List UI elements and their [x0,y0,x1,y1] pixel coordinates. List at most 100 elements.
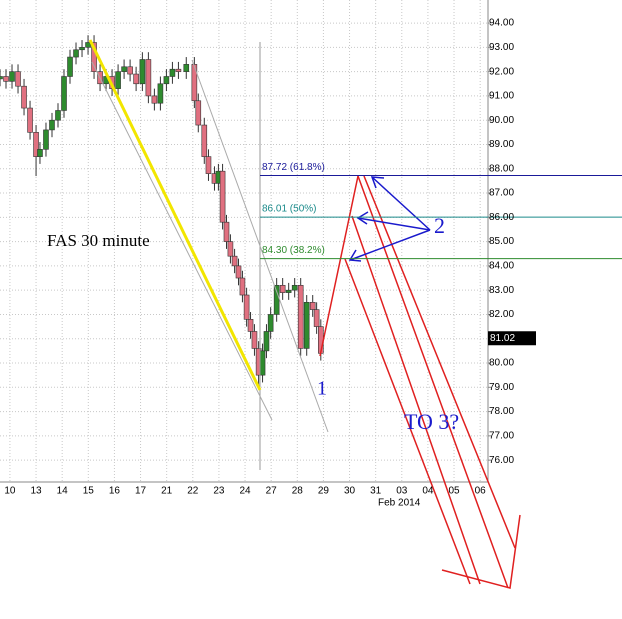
trend-line [88,39,262,391]
y-tick-label: 83.00 [489,285,514,296]
candle-body [267,314,274,332]
x-tick-label: 15 [83,486,95,497]
candle-body [235,265,242,279]
wave-line [319,175,359,357]
x-tick-label: 29 [318,486,330,497]
candle-body [279,285,286,293]
fib-levels: 87.72 (61.8%) 86.01 (50%) 84.30 (38.2%) [260,162,622,260]
y-tick-label: 84.00 [489,261,514,272]
candle-body [183,64,190,72]
drawings [88,39,521,589]
wave-line [351,215,481,585]
arrows [348,176,431,262]
candle-body [67,56,73,77]
y-tick-label: 78.00 [489,406,514,417]
candle-body [21,85,27,109]
candle-body [169,68,176,77]
y-tick-label: 88.00 [489,163,514,174]
y-tick-label: 91.00 [489,91,514,102]
x-axis-label: Feb 2014 [378,498,421,509]
candle-body [73,49,79,58]
y-tick-label: 92.00 [489,66,514,77]
candle-body [145,59,152,97]
x-tick-label: 24 [239,486,251,497]
x-tick-label: 06 [475,486,487,497]
last-price-box [488,331,536,346]
x-tick-label: 17 [135,486,147,497]
candles [0,35,324,388]
fib-label: 86.01 (50%) [262,204,316,215]
candle-body [49,119,55,131]
y-tick-label: 93.00 [489,42,514,53]
annotation: 2 [434,213,445,238]
candle-body [201,124,208,157]
x-tick-label: 13 [30,486,42,497]
y-tick-label: 90.00 [489,115,514,126]
y-tick-label: 80.00 [489,358,514,369]
grid [0,0,488,482]
annotation: TO 3? [404,409,459,434]
candle-body [175,68,182,72]
candle-body [61,76,67,111]
candle-body [33,132,39,157]
x-tick-label: 22 [187,486,199,497]
candle-body [247,319,254,332]
candle-body [239,277,246,296]
candle-body [9,71,15,82]
x-tick-label: 28 [292,486,304,497]
candle-body [259,350,266,376]
candle-body [227,241,234,257]
candle-body [195,100,202,126]
y-tick-label: 86.00 [489,212,514,223]
candle-body [43,129,49,150]
y-tick-label: 79.00 [489,382,514,393]
y-tick-label: 87.00 [489,188,514,199]
candle-body [231,255,238,267]
y-tick-label: 77.00 [489,431,514,442]
trend-line [191,59,329,433]
x-tick-label: 23 [213,486,225,497]
candle-body [313,309,320,327]
arrow-head [441,514,521,589]
candle-body [79,47,85,51]
last-price-label: 81.02 [490,333,515,344]
candle-body [133,73,139,85]
y-tick-label: 76.00 [489,455,514,466]
candle-body [115,71,121,89]
candle-body [285,289,292,293]
wave-line [363,175,516,549]
y-tick-label: 89.00 [489,139,514,150]
candle-body [291,285,298,291]
x-tick-label: 03 [396,486,408,497]
candle-body [127,66,133,75]
trend-line [91,61,273,421]
candle-body [139,59,146,85]
x-tick-label: 27 [266,486,278,497]
annotation: 1 [317,378,327,400]
y-tick-label: 85.00 [489,236,514,247]
candle-body [263,331,270,352]
y-tick-label: 82.00 [489,309,514,320]
candle-body [157,83,164,104]
wave-line [344,258,471,585]
x-tick-label: 04 [422,486,434,497]
wave-line [357,175,509,589]
candle-body [219,170,226,223]
fib-label: 87.72 (61.8%) [262,162,325,173]
candle-body [37,149,43,157]
candle-body [251,331,258,349]
candle-body [27,107,33,133]
candle-body [0,76,3,80]
candle-body [309,302,316,310]
x-tick-label: 30 [344,486,356,497]
x-tick-label: 31 [370,486,382,497]
x-tick-label: 10 [4,486,16,497]
candle-body [15,71,21,87]
x-tick-label: 14 [57,486,69,497]
candle-body [205,156,212,174]
candle-body [121,66,127,72]
candle-body [85,42,91,48]
candle-body [303,302,310,349]
candle-body [91,42,97,72]
